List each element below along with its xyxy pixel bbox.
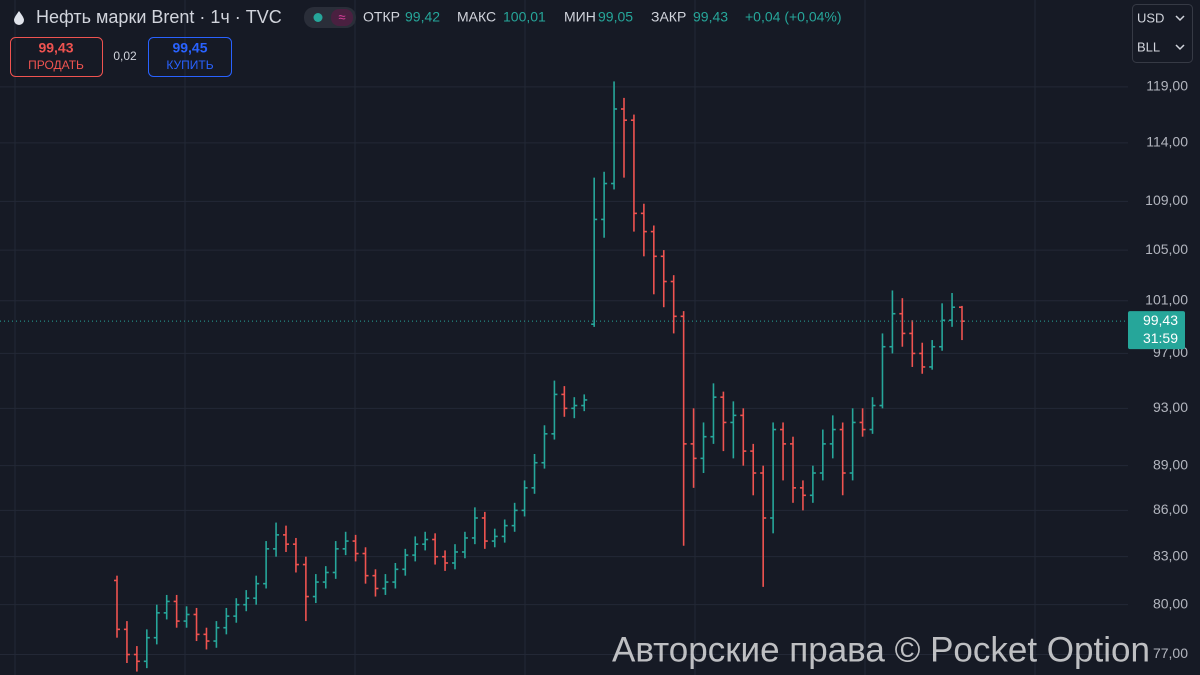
- dropdown-arrow: [1175, 15, 1185, 22]
- ohlc-value: 99,05: [598, 9, 633, 25]
- symbol-title: Нефть марки Brent · 1ч · TVC: [36, 7, 282, 27]
- currency-selector[interactable]: [1132, 4, 1193, 63]
- ohlc-label: МАКС: [457, 9, 496, 25]
- status-icon-glyph: ≈: [338, 9, 345, 24]
- sell-button[interactable]: [10, 37, 103, 77]
- buy-price: 99,45: [172, 40, 207, 56]
- ohlc-label: ОТКР: [363, 9, 400, 25]
- last-price-tag: [1128, 311, 1185, 350]
- y-tick-label: 80,00: [1153, 595, 1188, 611]
- y-tick-label: 93,00: [1153, 399, 1188, 415]
- buy-label: КУПИТЬ: [166, 58, 213, 72]
- ohlc-label: ЗАКР: [651, 9, 686, 25]
- plot: [0, 81, 1128, 672]
- y-tick-label: 86,00: [1153, 501, 1188, 517]
- ohlc-value: 99,43: [693, 9, 728, 25]
- watermark: Авторские права © Pocket Option: [612, 630, 1150, 669]
- market-open-dot: [313, 13, 323, 22]
- change: +0,04 (+0,04%): [745, 9, 842, 25]
- ohlc-value: 99,42: [405, 9, 440, 25]
- status-icon: [331, 9, 353, 26]
- spread: 0,02: [113, 49, 137, 63]
- x-grid: [14, 0, 1036, 675]
- oil-icon: [14, 11, 24, 25]
- last-price-label: 99,43: [1143, 312, 1178, 328]
- dropdown-arrow: [1175, 44, 1185, 51]
- buy-button[interactable]: [148, 37, 232, 77]
- unit: BLL: [1137, 39, 1160, 54]
- y-tick-label: 119,00: [1146, 78, 1188, 94]
- y-tick-label: 101,00: [1145, 291, 1188, 307]
- currency: USD: [1137, 10, 1164, 25]
- y-tick-label: 114,00: [1146, 134, 1188, 150]
- y-tick-label: 109,00: [1145, 192, 1188, 208]
- y-tick-label: 83,00: [1153, 547, 1188, 563]
- countdown: 31:59: [1143, 330, 1178, 346]
- y-tick-label: 77,00: [1153, 645, 1188, 661]
- ohlc-value: 100,01: [503, 9, 546, 25]
- ohlc-label: МИН: [564, 9, 596, 25]
- sell-label: ПРОДАТЬ: [28, 58, 84, 72]
- y-tick-label: 105,00: [1145, 241, 1188, 257]
- sell-price: 99,43: [38, 40, 73, 56]
- y-tick-label: 89,00: [1153, 456, 1188, 472]
